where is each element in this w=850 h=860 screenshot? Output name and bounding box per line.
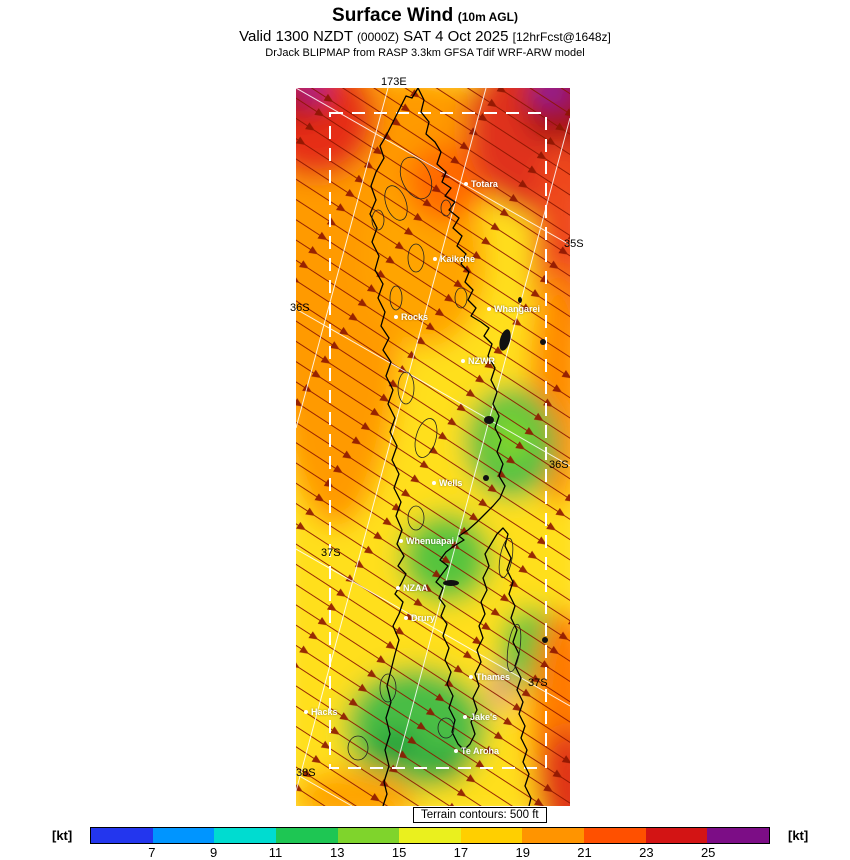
colorbar-tick: 23 [639, 845, 654, 860]
title-suffix: (10m AGL) [457, 10, 518, 24]
colorbar-tick: 21 [577, 845, 592, 860]
terrain-contours [347, 156, 522, 761]
axis-label-173e: 173E [381, 76, 407, 88]
colorbar-segment [584, 828, 646, 843]
site-dot [433, 257, 437, 261]
axis-label-36s: 36S [290, 302, 310, 314]
site-label-whenuapai: Whenuapai [399, 536, 454, 546]
header: Surface Wind (10m AGL) Valid 1300 NZDT (… [0, 4, 850, 60]
colorbar-segment [91, 828, 153, 843]
coastline [369, 88, 532, 806]
site-name: Totara [471, 179, 498, 189]
site-label-hacks: Hacks [304, 707, 338, 717]
colorbar-tick: 9 [210, 845, 218, 860]
site-name: Whangarei [494, 304, 541, 314]
colorbar-segment [214, 828, 276, 843]
colorbar-ticks: 7 9 11 13 15 17 19 21 23 25 [90, 845, 770, 860]
axis-label-37s: 37S [528, 677, 548, 689]
axis-label-35s: 35S [564, 238, 584, 250]
site-dot [463, 715, 467, 719]
colorbar-tick: 17 [453, 845, 469, 860]
site-name: Kaikohe [440, 254, 476, 264]
site-name: Jake's [470, 712, 498, 722]
site-label-rocks: Rocks [394, 312, 428, 322]
colorbar-tick: 11 [268, 845, 283, 860]
site-dot [432, 481, 436, 485]
site-dot [487, 307, 491, 311]
site-dot [464, 182, 468, 186]
site-name: Whenuapai [406, 536, 455, 546]
site-label-jake-s: Jake's [463, 712, 497, 722]
wind-field-map [296, 88, 570, 806]
unit-label-left: [kt] [52, 828, 73, 843]
model-line: DrJack BLIPMAP from RASP 3.3km GFSA Tdif… [265, 46, 585, 59]
weather-map [296, 88, 570, 806]
colorbar-tick: 7 [148, 845, 156, 860]
graticule [296, 88, 570, 806]
site-dot [461, 359, 465, 363]
colorbar-segment [152, 828, 215, 843]
title-text: Surface Wind [332, 5, 454, 26]
site-label-drury: Drury [404, 613, 435, 623]
colorbar [90, 827, 770, 844]
axis-label-36s: 36S [549, 459, 569, 471]
page-title: Surface Wind (10m AGL) [0, 4, 850, 28]
colorbar-segment [337, 828, 400, 843]
site-name: Drury [411, 613, 436, 623]
site-dot [394, 315, 398, 319]
site-label-totara: Totara [464, 179, 498, 189]
site-dot [399, 539, 403, 543]
site-label-wells: Wells [432, 478, 462, 488]
site-name: Wells [439, 478, 463, 488]
colorbar-segment [275, 828, 338, 843]
valid-zulu: (0000Z) [356, 29, 399, 44]
site-label-kaikohe: Kaikohe [433, 254, 475, 264]
valid-fcst: [12hrFcst@1648z] [512, 29, 611, 44]
site-name: Hacks [311, 707, 338, 717]
domain-boundary-box [329, 112, 547, 769]
colorbar-tick: 15 [391, 845, 407, 860]
site-label-thames: Thames [469, 672, 510, 682]
colorbar-segment [707, 828, 770, 843]
site-label-te-aroha: Te Aroha [454, 746, 499, 756]
colorbar-segment [399, 828, 461, 843]
colorbar-segment [645, 828, 708, 843]
colorbar-tick: 25 [700, 845, 716, 860]
valid-prefix: Valid 1300 NZDT [239, 27, 353, 45]
valid-date: SAT 4 Oct 2025 [403, 27, 509, 45]
site-name: Rocks [401, 312, 429, 322]
axis-label-37s: 37S [321, 547, 341, 559]
site-name: Thames [476, 672, 511, 682]
site-label-nzaa: NZAA [396, 583, 428, 593]
terrain-note: Terrain contours: 500 ft [413, 807, 547, 823]
site-label-whangarei: Whangarei [487, 304, 540, 314]
site-dot [304, 710, 308, 714]
axis-label-38s: 38S [296, 767, 316, 779]
site-name: NZAA [403, 583, 428, 593]
islands [443, 297, 548, 643]
site-dot [404, 616, 408, 620]
site-dot [454, 749, 458, 753]
colorbar-segment [522, 828, 585, 843]
colorbar-segment [460, 828, 523, 843]
colorbar-tick: 13 [330, 845, 345, 860]
colorbar-tick: 19 [515, 845, 530, 860]
valid-line: Valid 1300 NZDT (0000Z) SAT 4 Oct 2025 [… [0, 28, 850, 47]
site-dot [469, 675, 473, 679]
site-name: Te Aroha [461, 746, 500, 756]
site-label-nzwr: NZWR [461, 356, 495, 366]
site-dot [396, 586, 400, 590]
site-name: NZWR [468, 356, 495, 366]
unit-label-right: [kt] [788, 828, 809, 843]
